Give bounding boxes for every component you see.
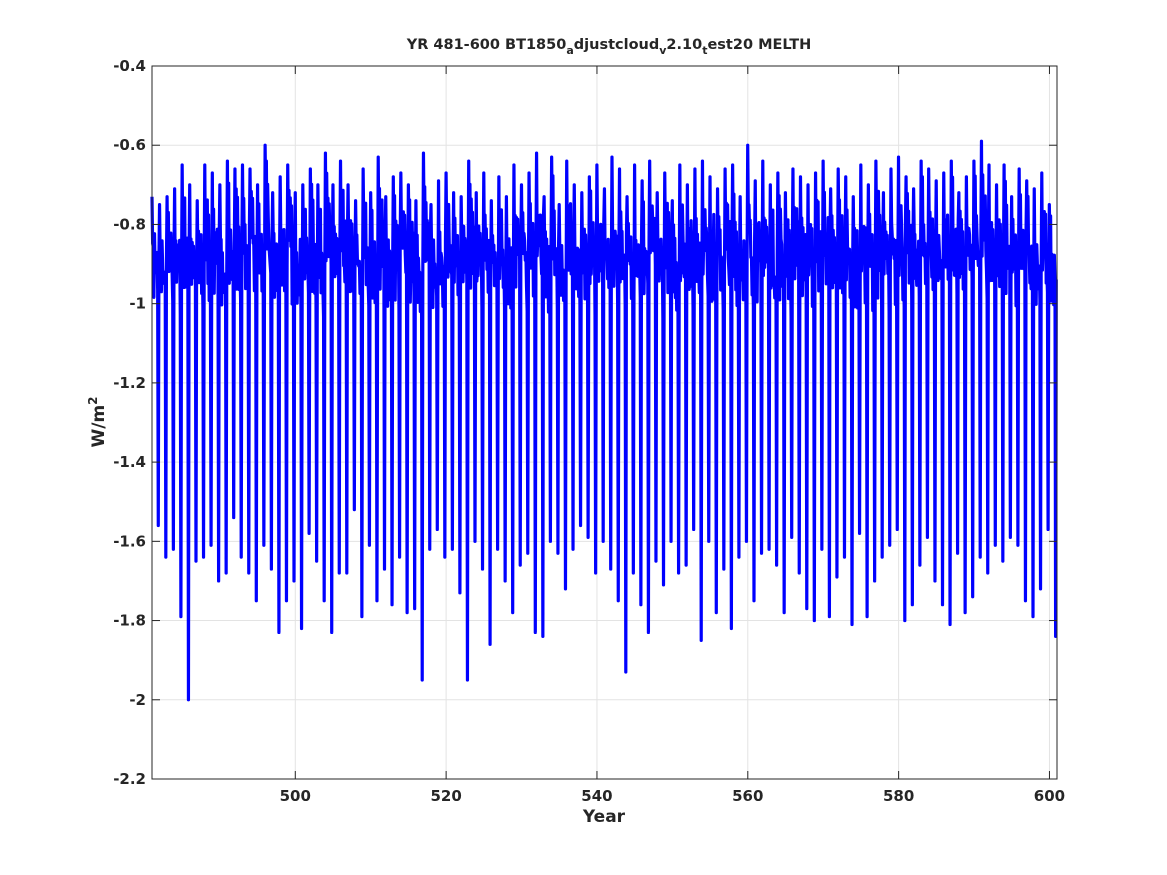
x-tick-label: 600 — [1034, 787, 1065, 805]
chart-title-subscript: a — [566, 44, 573, 57]
y-tick-label: -1.6 — [113, 532, 146, 550]
data-series — [150, 139, 1058, 702]
y-axis-label: W/m2 — [86, 396, 109, 447]
y-tick-label: -0.8 — [113, 215, 146, 233]
y-tick-label: -0.4 — [113, 57, 146, 75]
x-tick-labels: 500 520 540 560 580 600 — [280, 787, 1065, 805]
x-tick-label: 560 — [732, 787, 763, 805]
tick-marks — [152, 65, 1057, 780]
chart-title: YR 481-600 BT1850adjustcloudv2.10test20 … — [406, 37, 812, 57]
x-tick-label: 540 — [581, 787, 612, 805]
x-tick-label: 520 — [430, 787, 461, 805]
y-tick-label: -1.2 — [113, 374, 146, 392]
series-line — [150, 139, 1058, 702]
chart-title-segment: est20 MELTH — [707, 37, 811, 53]
y-tick-label: -1 — [129, 295, 146, 313]
x-tick-label: 580 — [883, 787, 914, 805]
chart-title-segment: djustcloud — [574, 37, 659, 53]
y-tick-label: -2 — [129, 691, 146, 709]
chart-title-segment: 2.10 — [666, 37, 702, 53]
y-tick-label: -1.4 — [113, 453, 146, 471]
axes-box — [151, 65, 1058, 780]
x-axis-label: Year — [582, 807, 626, 827]
chart-title-prefix: YR 481-600 BT1850 — [406, 37, 567, 53]
y-tick-label: -0.6 — [113, 136, 146, 154]
chart-title-subscript: v — [659, 44, 667, 57]
chart-title-subscript: t — [702, 44, 707, 57]
y-tick-label: -1.8 — [113, 612, 146, 630]
y-axis-label-base: W/m — [89, 405, 109, 448]
y-tick-label: -2.2 — [113, 770, 146, 788]
x-tick-label: 500 — [280, 787, 311, 805]
y-axis-label-superscript: 2 — [86, 396, 100, 404]
y-tick-labels: -2.2 -2 -1.8 -1.6 -1.4 -1.2 -1 -0.8 -0.6 -0.4 — [113, 57, 146, 788]
